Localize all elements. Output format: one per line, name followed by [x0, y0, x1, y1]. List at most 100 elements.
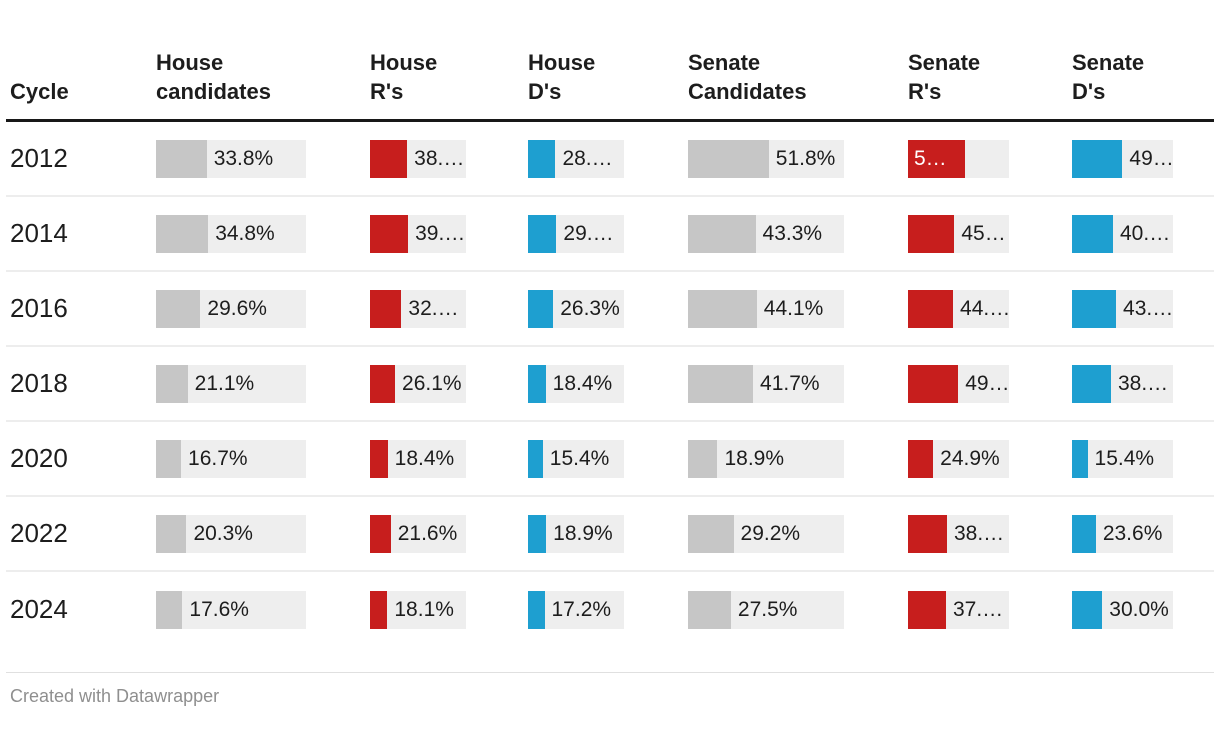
bar-value-label: 34.8% — [215, 221, 275, 245]
bar-track: 28.… — [528, 139, 624, 178]
candidates-bar — [156, 590, 183, 629]
column-header-label: Senate Candidates — [688, 50, 807, 105]
democrats-bar — [1072, 514, 1096, 553]
bar-cell: 15.4% — [1072, 439, 1206, 478]
cycle-year-label: 2024 — [10, 594, 68, 625]
bar-track: 34.8% — [156, 214, 306, 253]
bar-cell: 27.5% — [688, 590, 908, 629]
democrats-bar — [1072, 364, 1111, 403]
democrats-bar — [528, 364, 546, 403]
bar-cell: 21.1% — [156, 364, 370, 403]
democrats-bar — [1072, 439, 1088, 478]
bar-value-label: 26.1% — [402, 371, 462, 395]
bar-cell: 43.3% — [688, 214, 908, 253]
bar-cell: 45… — [908, 214, 1072, 253]
bar-value-label: 29.2% — [740, 521, 801, 545]
bar-track: 43.3% — [688, 214, 844, 253]
bar-track: 26.1% — [370, 364, 466, 403]
democrats-bar — [1072, 590, 1103, 629]
democrats-bar — [528, 214, 557, 253]
bar-cell: 33.8% — [156, 139, 370, 178]
column-header-house-ds: House D's — [528, 48, 688, 106]
bar-track: 26.3% — [528, 289, 624, 328]
bar-value-label: 43.… — [1123, 296, 1173, 320]
table-row: 2014 34.8% 39.… 29.… 43.3% 45… 40.… — [6, 197, 1214, 273]
bar-cell: 32.… — [370, 289, 528, 328]
republicans-bar — [908, 289, 954, 328]
republicans-bar — [370, 439, 388, 478]
bar-value-label: 38.… — [414, 146, 465, 170]
bar-cell: 37.… — [908, 590, 1072, 629]
bar-value-label: 15.4% — [1094, 446, 1155, 470]
candidates-bar — [156, 139, 207, 178]
bar-value-label: 18.9% — [553, 521, 613, 545]
republicans-bar — [370, 514, 391, 553]
bar-value-label: 23.6% — [1102, 521, 1163, 545]
bar-cell: 16.7% — [156, 439, 370, 478]
bar-track: 18.1% — [370, 590, 466, 629]
bar-track: 38.… — [908, 514, 1009, 553]
bar-cell: 43.… — [1072, 289, 1206, 328]
cycle-year-label: 2012 — [10, 143, 68, 174]
bar-cell: 38.… — [908, 514, 1072, 553]
candidates-bar — [688, 439, 718, 478]
bar-track: 44.1% — [688, 289, 844, 328]
bar-value-label: 27.5% — [737, 597, 798, 621]
bar-value-label: 16.7% — [188, 446, 248, 470]
bar-value-label: 29.6% — [207, 296, 267, 320]
cycle-year-label: 2016 — [10, 293, 68, 324]
bar-track: 18.9% — [688, 439, 844, 478]
candidates-bar — [688, 590, 731, 629]
bar-value-label: 15.4% — [549, 446, 610, 470]
table-row: 2020 16.7% 18.4% 15.4% 18.9% 24.9% 15.4% — [6, 422, 1214, 498]
bar-cell: 5… — [908, 139, 1072, 178]
republicans-bar — [370, 289, 402, 328]
table-header: Cycle House candidates House R's House D… — [6, 8, 1214, 123]
column-header-label: Cycle — [10, 79, 69, 105]
column-header-label: House candidates — [156, 50, 271, 105]
bar-track: 17.2% — [528, 590, 624, 629]
bar-track: 43.… — [1072, 289, 1173, 328]
bar-track: 29.… — [528, 214, 624, 253]
bar-cell: 18.9% — [528, 514, 688, 553]
bar-cell: 49… — [908, 364, 1072, 403]
republicans-bar — [370, 590, 388, 629]
bar-value-label: 21.6% — [397, 521, 458, 545]
bar-value-label: 18.1% — [394, 597, 454, 621]
bar-track: 33.8% — [156, 139, 306, 178]
bar-track: 21.1% — [156, 364, 306, 403]
column-header-house-candidates: House candidates — [156, 48, 370, 106]
table-body: 2012 33.8% 38.… 28.… 51.8% 5… 49… 2014 34.8% 39.…… — [6, 122, 1214, 647]
democrats-bar — [528, 439, 543, 478]
candidates-bar — [688, 289, 757, 328]
column-header-senate-candidates: Senate Candidates — [688, 48, 908, 106]
bar-track: 49… — [908, 364, 1009, 403]
bar-value-label: 38.… — [953, 521, 1005, 545]
bar-value-label: 44.1% — [763, 296, 824, 320]
bar-track: 20.3% — [156, 514, 306, 553]
bar-cell: 41.7% — [688, 364, 908, 403]
republicans-bar — [908, 214, 955, 253]
republicans-bar — [370, 364, 396, 403]
bar-cell: 29.6% — [156, 289, 370, 328]
bar-cell: 38.… — [370, 139, 528, 178]
column-header-label: House R's — [370, 50, 438, 105]
bar-cell: 21.6% — [370, 514, 528, 553]
table-row: 2018 21.1% 26.1% 18.4% 41.7% 49… 38.… — [6, 347, 1214, 423]
bar-cell: 18.9% — [688, 439, 908, 478]
bar-track: 5… — [908, 139, 1009, 178]
bar-track: 44.… — [908, 289, 1009, 328]
bar-cell: 26.1% — [370, 364, 528, 403]
bar-track: 38.… — [370, 139, 466, 178]
bar-cell: 44.1% — [688, 289, 908, 328]
republicans-bar — [908, 514, 947, 553]
bar-value-label: 17.6% — [189, 597, 249, 621]
bar-value-label: 20.3% — [193, 521, 253, 545]
bar-track: 45… — [908, 214, 1009, 253]
candidates-bar — [156, 364, 188, 403]
bar-value-label: 44.… — [960, 296, 1009, 320]
candidates-bar — [156, 439, 182, 478]
democrats-bar — [528, 289, 554, 328]
table-row: 2016 29.6% 32.… 26.3% 44.1% 44.… 43.… — [6, 272, 1214, 348]
bar-track: 51.8% — [688, 139, 844, 178]
